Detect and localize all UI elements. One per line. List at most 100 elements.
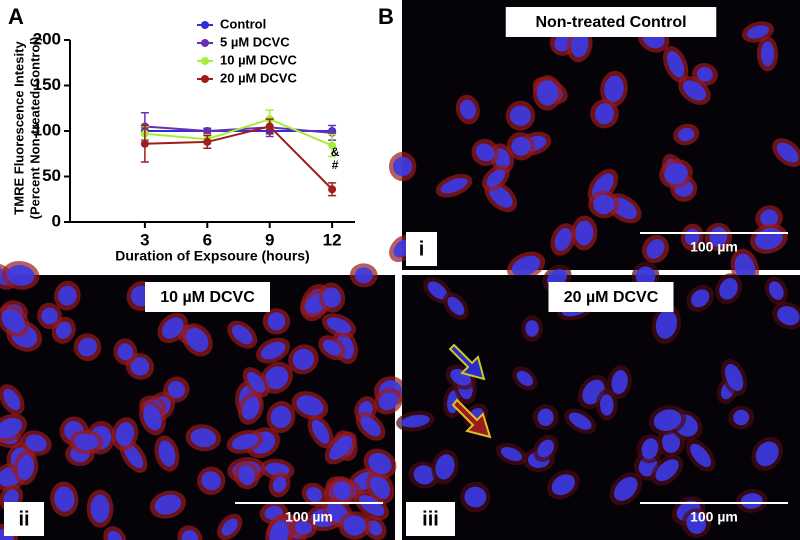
legend-marker	[201, 39, 209, 47]
arrow	[448, 343, 486, 381]
scale-bar-label: 100 µm	[690, 239, 738, 255]
image-label: iii	[422, 508, 439, 530]
cell-nucleus	[525, 320, 539, 337]
cell-nucleus	[90, 494, 110, 523]
legend-label: 5 µM DCVC	[220, 34, 290, 49]
cell-nucleus	[653, 409, 682, 431]
x-tick-label: 9	[265, 230, 274, 249]
image-background	[402, 0, 800, 270]
scale-bar-label: 100 µm	[285, 509, 333, 525]
cell-nucleus	[635, 266, 656, 287]
cell-nucleus	[267, 312, 286, 331]
x-axis-label: Duration of Expsoure (hours)	[115, 248, 309, 264]
cell-nucleus	[440, 178, 468, 194]
cell-nucleus	[489, 185, 513, 208]
label-box	[406, 232, 437, 266]
micrograph: 20 µM DCVC iii 100 µm	[396, 261, 800, 540]
cell-nucleus	[247, 371, 266, 393]
cell-nucleus	[1, 309, 25, 333]
cell-nucleus	[691, 289, 710, 308]
y-tick-label: 50	[42, 166, 61, 185]
legend-marker	[201, 75, 209, 83]
data-point	[140, 139, 149, 148]
cell-nucleus	[537, 408, 554, 427]
panel-label: B	[378, 4, 394, 29]
cell-nucleus	[123, 443, 144, 469]
cell-nucleus	[595, 103, 614, 125]
cell-nucleus	[447, 296, 465, 316]
cell-nucleus	[777, 306, 800, 326]
cell-nucleus	[333, 481, 351, 500]
x-tick-label: 3	[140, 230, 149, 249]
legend-label: Control	[220, 16, 266, 31]
cell-nucleus	[733, 409, 750, 426]
cell-nucleus	[611, 370, 628, 395]
data-point	[203, 127, 212, 135]
cell-nucleus	[678, 127, 695, 142]
data-point	[265, 122, 274, 131]
cell-nucleus	[760, 209, 778, 227]
annotation: &	[331, 145, 340, 159]
cell-nucleus	[117, 343, 134, 361]
cell-nucleus	[655, 459, 679, 482]
cell-nucleus	[475, 143, 495, 162]
cell-nucleus	[242, 397, 260, 420]
cell-nucleus	[343, 515, 366, 536]
label-box	[4, 502, 44, 536]
cell-nucleus	[755, 441, 779, 467]
cell-nucleus	[486, 169, 506, 187]
title-box	[505, 7, 717, 37]
image-title: Non-treated Control	[535, 14, 686, 31]
cell-nucleus	[682, 80, 707, 101]
cell-nucleus	[154, 494, 182, 515]
data-point	[328, 141, 337, 150]
cell-nucleus	[536, 80, 559, 106]
panel-label: A	[8, 4, 24, 29]
cell-nucleus	[370, 475, 390, 500]
cell-nucleus	[358, 495, 385, 516]
cell-nucleus	[231, 433, 259, 450]
cell-nucleus	[3, 489, 19, 507]
cell-nucleus	[401, 414, 430, 428]
legend-marker	[201, 57, 209, 65]
arrow	[451, 398, 492, 439]
cell-nucleus	[260, 341, 286, 360]
cell-nucleus	[568, 412, 592, 430]
cell-nucleus	[516, 370, 533, 387]
title-box	[145, 282, 270, 312]
cell-nucleus	[511, 136, 531, 156]
cell-nucleus	[41, 307, 58, 325]
cell-nucleus	[746, 25, 770, 39]
cell-nucleus	[292, 348, 315, 370]
cell-nucleus	[427, 281, 448, 300]
cell-nucleus	[115, 422, 135, 446]
cell-nucleus	[378, 392, 398, 411]
micrograph: Non-treated Control i 100 µm	[388, 0, 800, 288]
cell-nucleus	[593, 194, 615, 215]
cell-nucleus	[296, 395, 324, 416]
cell-nucleus	[77, 337, 98, 357]
cell-nucleus	[613, 476, 638, 501]
y-tick-label: 200	[33, 29, 61, 48]
y-axis-label: TMRE Fluorescence Intesity	[11, 41, 26, 215]
cell-nucleus	[306, 487, 323, 503]
cell-nucleus	[709, 226, 728, 247]
cell-nucleus	[238, 465, 255, 486]
data-point	[328, 185, 337, 194]
cell-nucleus	[201, 471, 222, 491]
cell-nucleus	[190, 428, 217, 448]
cell-nucleus	[655, 309, 677, 339]
cell-nucleus	[326, 317, 352, 334]
cell-nucleus	[575, 220, 594, 246]
cell-nucleus	[413, 465, 435, 485]
cell-nucleus	[311, 419, 330, 444]
cell-nucleus	[646, 239, 665, 259]
cell-nucleus	[690, 443, 712, 468]
series-line	[144, 125, 333, 190]
cell-nucleus	[570, 32, 589, 58]
cell-nucleus	[511, 255, 541, 277]
cell-nucleus	[3, 388, 21, 411]
cell-nucleus	[272, 476, 287, 493]
cell-nucleus	[500, 447, 523, 462]
cell-nucleus	[322, 287, 342, 308]
